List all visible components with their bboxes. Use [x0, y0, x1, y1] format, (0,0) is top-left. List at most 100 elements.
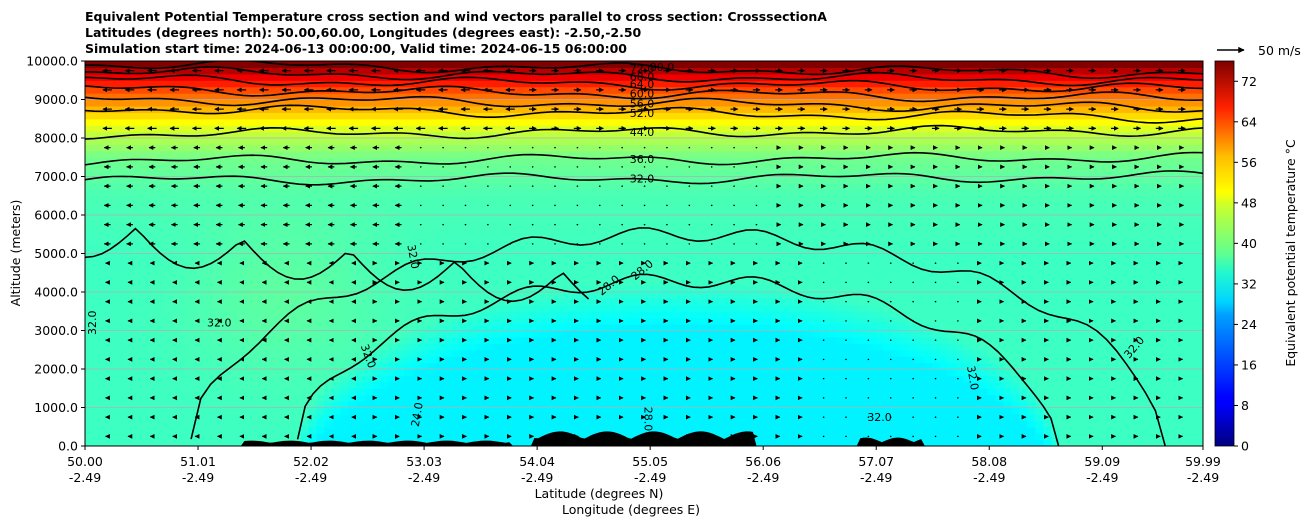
field-cell	[420, 426, 429, 434]
field-cell	[396, 215, 406, 223]
field-cell	[196, 240, 206, 248]
field-cell	[468, 138, 477, 146]
field-cell	[444, 144, 453, 152]
field-cell	[723, 157, 733, 165]
field-cell	[683, 336, 693, 344]
field-cell	[548, 247, 557, 255]
field-cell	[564, 227, 573, 235]
field-cell	[116, 189, 126, 197]
field-cell	[252, 388, 262, 396]
field-cell	[675, 105, 685, 113]
field-cell	[180, 362, 190, 370]
field-cell	[556, 259, 565, 267]
field-cell	[675, 118, 685, 126]
field-cell	[100, 247, 110, 255]
field-cell	[268, 375, 278, 383]
field-cell	[268, 215, 278, 223]
field-cell	[140, 349, 150, 357]
field-cell	[85, 388, 94, 396]
field-cell	[300, 401, 310, 409]
field-cell	[276, 266, 286, 274]
field-cell	[572, 73, 581, 81]
field-cell	[372, 227, 382, 235]
field-cell	[404, 61, 414, 69]
field-cell	[292, 279, 302, 287]
field-cell	[276, 388, 286, 396]
field-cell	[452, 131, 461, 139]
field-cell	[388, 407, 398, 415]
field-cell	[340, 170, 350, 178]
field-cell	[108, 266, 118, 274]
field-cell	[524, 125, 533, 133]
field-cell	[476, 61, 485, 69]
field-cell	[132, 195, 142, 203]
field-cell	[228, 304, 238, 312]
field-cell	[524, 189, 533, 197]
field-cell	[524, 227, 533, 235]
field-cell	[388, 401, 398, 409]
field-cell	[124, 80, 134, 88]
field-cell	[659, 420, 669, 428]
field-cell	[492, 112, 501, 120]
field-cell	[244, 285, 254, 293]
field-cell	[420, 138, 429, 146]
field-cell	[404, 247, 414, 255]
field-cell	[124, 73, 134, 81]
field-cell	[244, 125, 254, 133]
field-cell	[292, 163, 302, 171]
field-cell	[699, 157, 709, 165]
field-cell	[340, 349, 350, 357]
field-cell	[100, 426, 110, 434]
field-cell	[388, 189, 398, 197]
field-cell	[675, 388, 685, 396]
field-cell	[428, 80, 437, 88]
field-cell	[444, 420, 453, 428]
field-cell	[268, 362, 278, 370]
field-cell	[524, 279, 533, 287]
field-cell	[132, 163, 142, 171]
field-cell	[556, 279, 565, 287]
field-cell	[404, 388, 414, 396]
field-cell	[356, 362, 366, 370]
field-cell	[85, 336, 94, 344]
field-cell	[644, 170, 653, 178]
field-cell	[132, 221, 142, 229]
field-cell	[116, 67, 126, 75]
field-cell	[460, 215, 469, 223]
field-cell	[316, 349, 326, 357]
field-cell	[156, 413, 166, 421]
field-cell	[124, 362, 134, 370]
field-cell	[92, 227, 102, 235]
field-cell	[588, 105, 597, 113]
field-cell	[651, 112, 661, 120]
field-cell	[644, 298, 653, 306]
field-cell	[548, 266, 557, 274]
field-cell	[92, 150, 102, 158]
field-cell	[492, 317, 501, 325]
field-cell	[180, 195, 190, 203]
field-cell	[691, 157, 701, 165]
field-cell	[244, 86, 254, 94]
field-cell	[524, 394, 533, 402]
field-cell	[548, 388, 557, 396]
field-cell	[468, 125, 477, 133]
field-cell	[460, 195, 469, 203]
field-cell	[348, 388, 358, 396]
field-cell	[116, 125, 126, 133]
field-cell	[364, 388, 374, 396]
field-cell	[436, 118, 445, 126]
field-cell	[428, 311, 437, 319]
field-cell	[683, 170, 693, 178]
field-cell	[268, 253, 278, 261]
field-cell	[196, 311, 206, 319]
field-cell	[404, 375, 414, 383]
field-cell	[691, 253, 701, 261]
field-cell	[388, 298, 398, 306]
field-cell	[172, 401, 182, 409]
field-cell	[404, 413, 414, 421]
field-cell	[252, 138, 262, 146]
field-cell	[524, 304, 533, 312]
field-cell	[675, 247, 685, 255]
field-cell	[316, 330, 326, 338]
field-cell	[140, 298, 150, 306]
